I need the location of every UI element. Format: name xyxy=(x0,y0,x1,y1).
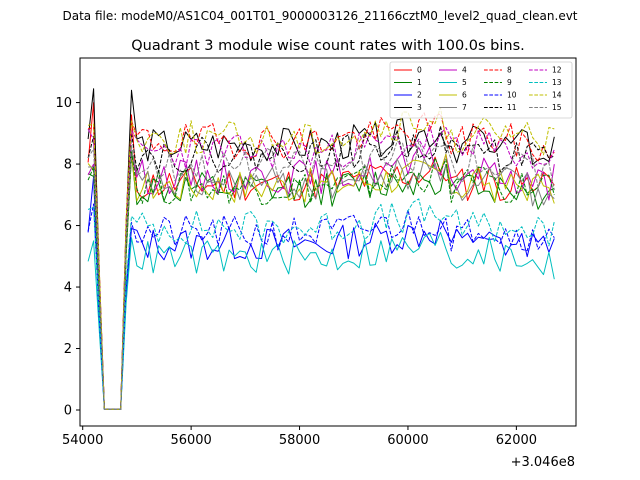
legend-label-15: 15 xyxy=(552,103,562,112)
legend-label-4: 4 xyxy=(462,66,467,75)
series-line-1 xyxy=(87,154,555,410)
x-tick-label: 54000 xyxy=(62,433,103,448)
y-tick-label: 10 xyxy=(55,96,72,111)
legend-label-14: 14 xyxy=(552,91,562,100)
legend-label-2: 2 xyxy=(417,91,422,100)
plot-frame xyxy=(79,57,577,427)
series-line-4 xyxy=(87,146,555,410)
legend-label-5: 5 xyxy=(462,78,467,87)
legend-label-10: 10 xyxy=(507,91,517,100)
series-line-5 xyxy=(87,231,555,410)
legend-label-13: 13 xyxy=(552,78,562,87)
series-line-13 xyxy=(87,198,555,410)
x-offset-label: +3.046e8 xyxy=(511,455,575,470)
series-layer xyxy=(87,88,555,410)
legend-label-8: 8 xyxy=(507,66,512,75)
series-line-10 xyxy=(87,203,555,410)
legend-label-0: 0 xyxy=(417,66,422,75)
legend-box xyxy=(389,61,573,119)
legend-label-3: 3 xyxy=(417,103,422,112)
legend-label-9: 9 xyxy=(507,78,512,87)
x-tick-label: 58000 xyxy=(279,433,320,448)
y-tick-label: 4 xyxy=(64,281,72,296)
legend-label-12: 12 xyxy=(552,66,562,75)
chart-title: Quadrant 3 module wise count rates with … xyxy=(131,38,525,54)
legend-label-11: 11 xyxy=(507,103,517,112)
x-tick-label: 60000 xyxy=(387,433,428,448)
series-line-6 xyxy=(87,153,555,410)
legend-label-6: 6 xyxy=(462,91,467,100)
y-tick-label: 6 xyxy=(64,219,72,234)
y-tick-label: 2 xyxy=(64,342,72,357)
y-tick-label: 0 xyxy=(64,404,72,419)
legend-label-1: 1 xyxy=(417,78,422,87)
series-line-3 xyxy=(87,88,555,410)
legend-label-7: 7 xyxy=(462,103,467,112)
x-tick-label: 56000 xyxy=(170,433,211,448)
series-line-2 xyxy=(87,175,555,410)
y-tick-label: 8 xyxy=(64,158,72,173)
figure-suptitle: Data file: modeM0/AS1C04_001T01_90000031… xyxy=(62,9,577,23)
series-line-9 xyxy=(87,151,555,410)
x-axis: 54000 56000 58000 60000 62000 xyxy=(62,426,537,448)
series-line-8 xyxy=(87,112,555,410)
series-line-12 xyxy=(87,124,555,410)
y-axis: 0 2 4 6 8 10 xyxy=(55,96,80,419)
x-tick-label: 62000 xyxy=(496,433,537,448)
series-line-14 xyxy=(87,107,555,410)
series-line-15 xyxy=(87,141,555,410)
